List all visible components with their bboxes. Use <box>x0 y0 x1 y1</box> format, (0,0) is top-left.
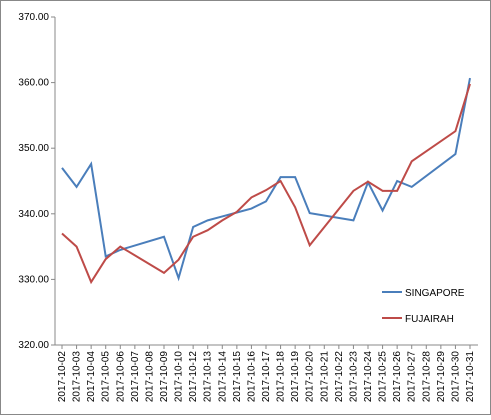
x-tick-label: 2017-10-21 <box>319 351 330 403</box>
x-tick-label: 2017-10-19 <box>290 351 301 403</box>
x-tick-label: 2017-10-18 <box>276 351 287 403</box>
x-tick-label: 2017-10-14 <box>217 351 228 403</box>
x-tick-label: 2017-10-09 <box>159 351 170 403</box>
x-tick-label: 2017-10-27 <box>407 351 418 403</box>
y-tick-label: 370.00 <box>18 12 49 23</box>
x-tick-label: 2017-10-06 <box>115 351 126 403</box>
y-tick-label: 360.00 <box>18 78 49 89</box>
x-tick-label: 2017-10-24 <box>363 351 374 403</box>
x-tick-label: 2017-10-12 <box>188 351 199 403</box>
legend-label: SINGAPORE <box>405 288 465 299</box>
x-tick-label: 2017-10-05 <box>101 351 112 403</box>
x-tick-label: 2017-10-16 <box>246 351 257 403</box>
y-tick-label: 320.00 <box>18 340 49 351</box>
x-tick-label: 2017-10-22 <box>334 351 345 403</box>
x-tick-label: 2017-10-04 <box>86 351 97 403</box>
x-tick-label: 2017-10-15 <box>232 351 243 403</box>
x-tick-label: 2017-10-30 <box>450 351 461 403</box>
x-tick-label: 2017-10-17 <box>261 351 272 403</box>
y-tick-label: 340.00 <box>18 209 49 220</box>
x-tick-label: 2017-10-26 <box>392 351 403 403</box>
x-tick-label: 2017-10-29 <box>436 351 447 403</box>
x-tick-label: 2017-10-20 <box>305 351 316 403</box>
x-tick-label: 2017-10-07 <box>130 351 141 403</box>
y-tick-label: 330.00 <box>18 274 49 285</box>
x-tick-label: 2017-10-02 <box>57 351 68 403</box>
x-tick-label: 2017-10-25 <box>378 351 389 403</box>
x-tick-label: 2017-10-28 <box>421 351 432 403</box>
y-tick-label: 350.00 <box>18 143 49 154</box>
series-line <box>61 83 471 285</box>
x-tick-label: 2017-10-08 <box>144 351 155 403</box>
x-tick-label: 2017-10-23 <box>348 351 359 403</box>
x-tick-label: 2017-10-31 <box>465 351 476 403</box>
x-tick-label: 2017-10-03 <box>72 351 83 403</box>
x-tick-label: 2017-10-10 <box>174 351 185 403</box>
x-tick-label: 2017-10-13 <box>203 351 214 403</box>
legend-label: FUJAIRAH <box>405 314 454 325</box>
